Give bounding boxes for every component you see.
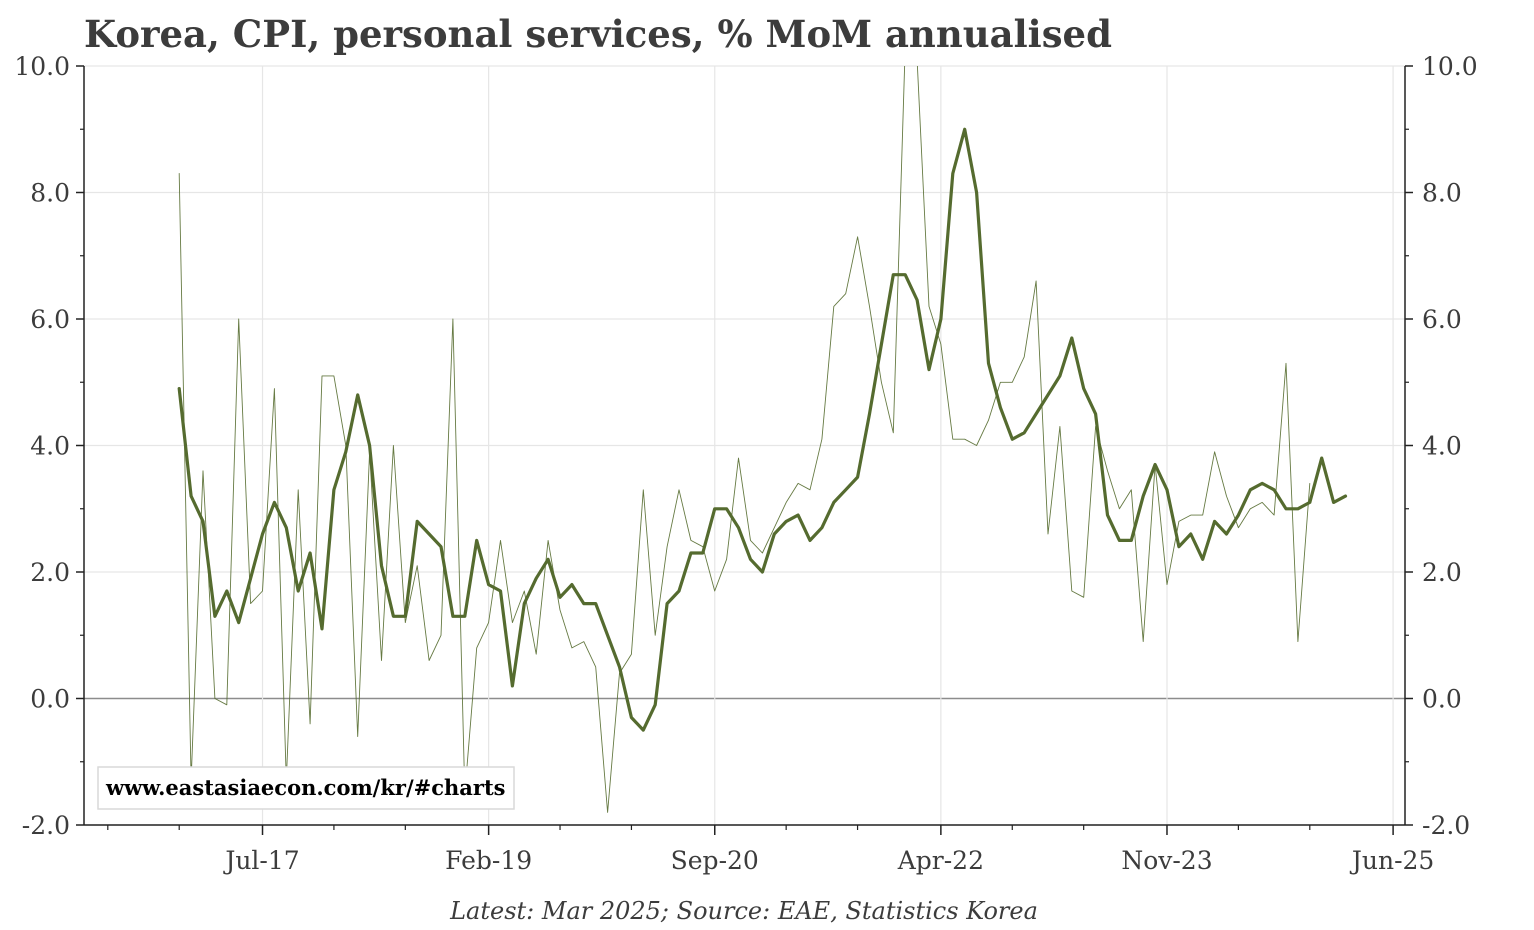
y-tick-label-left: 8.0 bbox=[30, 179, 70, 208]
x-tick-label: Feb-19 bbox=[445, 846, 532, 875]
y-tick-label-left: 0.0 bbox=[30, 685, 70, 714]
y-tick-label-right: 4.0 bbox=[1422, 432, 1462, 461]
watermark-text: www.eastasiaecon.com/kr/#charts bbox=[105, 775, 505, 800]
y-tick-label-right: 10.0 bbox=[1422, 52, 1478, 81]
series-line-thick bbox=[177, 127, 1348, 732]
x-tick-label: Jun-25 bbox=[1349, 846, 1434, 875]
y-tick-label-right: 2.0 bbox=[1422, 558, 1462, 587]
y-tick-label-left: 2.0 bbox=[30, 558, 70, 587]
x-tick-label: Nov-23 bbox=[1121, 846, 1212, 875]
gridlines bbox=[84, 65, 1405, 826]
y-tick-label-left: 6.0 bbox=[30, 305, 70, 334]
chart-title: Korea, CPI, personal services, % MoM ann… bbox=[84, 12, 1112, 56]
source-footer: Latest: Mar 2025; Source: EAE, Statistic… bbox=[449, 897, 1038, 925]
watermark-box: www.eastasiaecon.com/kr/#charts bbox=[97, 766, 515, 810]
y-tick-label-left: 4.0 bbox=[30, 432, 70, 461]
axes: -2.0 -2.0 0.0 0.0 2.0 2.0 4.0 4.0 6.0 6.0 8.0 8.0 10… bbox=[14, 52, 1477, 875]
series-group bbox=[177, 66, 1348, 813]
y-tick-label-left: -2.0 bbox=[22, 811, 70, 840]
y-tick-label-right: 6.0 bbox=[1422, 305, 1462, 334]
x-tick-label: Sep-20 bbox=[671, 846, 759, 875]
x-tick-label: Apr-22 bbox=[897, 846, 984, 875]
series-line-thin bbox=[178, 66, 1311, 813]
x-tick-label: Jul-17 bbox=[222, 846, 299, 875]
y-tick-label-right: 0.0 bbox=[1422, 685, 1462, 714]
y-tick-label-left: 10.0 bbox=[14, 52, 70, 81]
y-tick-label-right: -2.0 bbox=[1422, 811, 1470, 840]
y-tick-label-right: 8.0 bbox=[1422, 179, 1462, 208]
watermark-frame bbox=[97, 766, 515, 810]
